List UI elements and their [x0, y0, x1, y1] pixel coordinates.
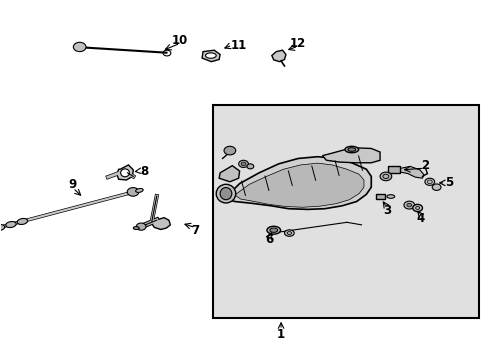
Ellipse shape [0, 225, 5, 231]
Ellipse shape [6, 221, 16, 228]
Circle shape [73, 42, 86, 51]
Text: 11: 11 [230, 39, 246, 52]
Ellipse shape [216, 184, 235, 203]
Polygon shape [271, 50, 285, 62]
Ellipse shape [121, 169, 129, 177]
Polygon shape [234, 163, 363, 207]
Text: 8: 8 [140, 165, 148, 177]
Polygon shape [152, 218, 170, 229]
Circle shape [238, 160, 248, 167]
Polygon shape [219, 166, 239, 182]
Ellipse shape [135, 189, 143, 192]
Bar [212, 105, 478, 318]
Text: 10: 10 [172, 33, 188, 47]
Ellipse shape [266, 226, 280, 234]
Circle shape [241, 162, 245, 166]
Text: 3: 3 [382, 204, 390, 217]
Circle shape [406, 203, 411, 207]
Polygon shape [322, 148, 379, 163]
Ellipse shape [269, 228, 277, 232]
Text: 1: 1 [276, 328, 285, 341]
Text: 2: 2 [420, 159, 428, 172]
Ellipse shape [386, 195, 394, 198]
Circle shape [424, 178, 434, 185]
Circle shape [379, 172, 391, 181]
Circle shape [403, 201, 414, 209]
Circle shape [431, 184, 440, 190]
Ellipse shape [284, 230, 294, 236]
Ellipse shape [344, 146, 358, 153]
Circle shape [136, 223, 146, 230]
Text: 7: 7 [191, 224, 200, 238]
Polygon shape [202, 50, 220, 62]
Polygon shape [117, 165, 133, 180]
Circle shape [412, 204, 422, 212]
Text: 9: 9 [69, 178, 77, 191]
Circle shape [127, 188, 139, 196]
Polygon shape [387, 166, 399, 173]
Text: 6: 6 [265, 233, 273, 246]
Ellipse shape [347, 148, 355, 151]
Polygon shape [399, 166, 423, 178]
Ellipse shape [205, 53, 216, 58]
Ellipse shape [133, 226, 139, 229]
Text: 5: 5 [444, 176, 452, 189]
Polygon shape [375, 194, 384, 199]
Text: 4: 4 [416, 212, 424, 225]
Polygon shape [224, 157, 370, 210]
Circle shape [224, 146, 235, 155]
Ellipse shape [17, 219, 27, 225]
Circle shape [246, 164, 253, 169]
Text: 12: 12 [289, 36, 305, 50]
Ellipse shape [220, 188, 231, 200]
